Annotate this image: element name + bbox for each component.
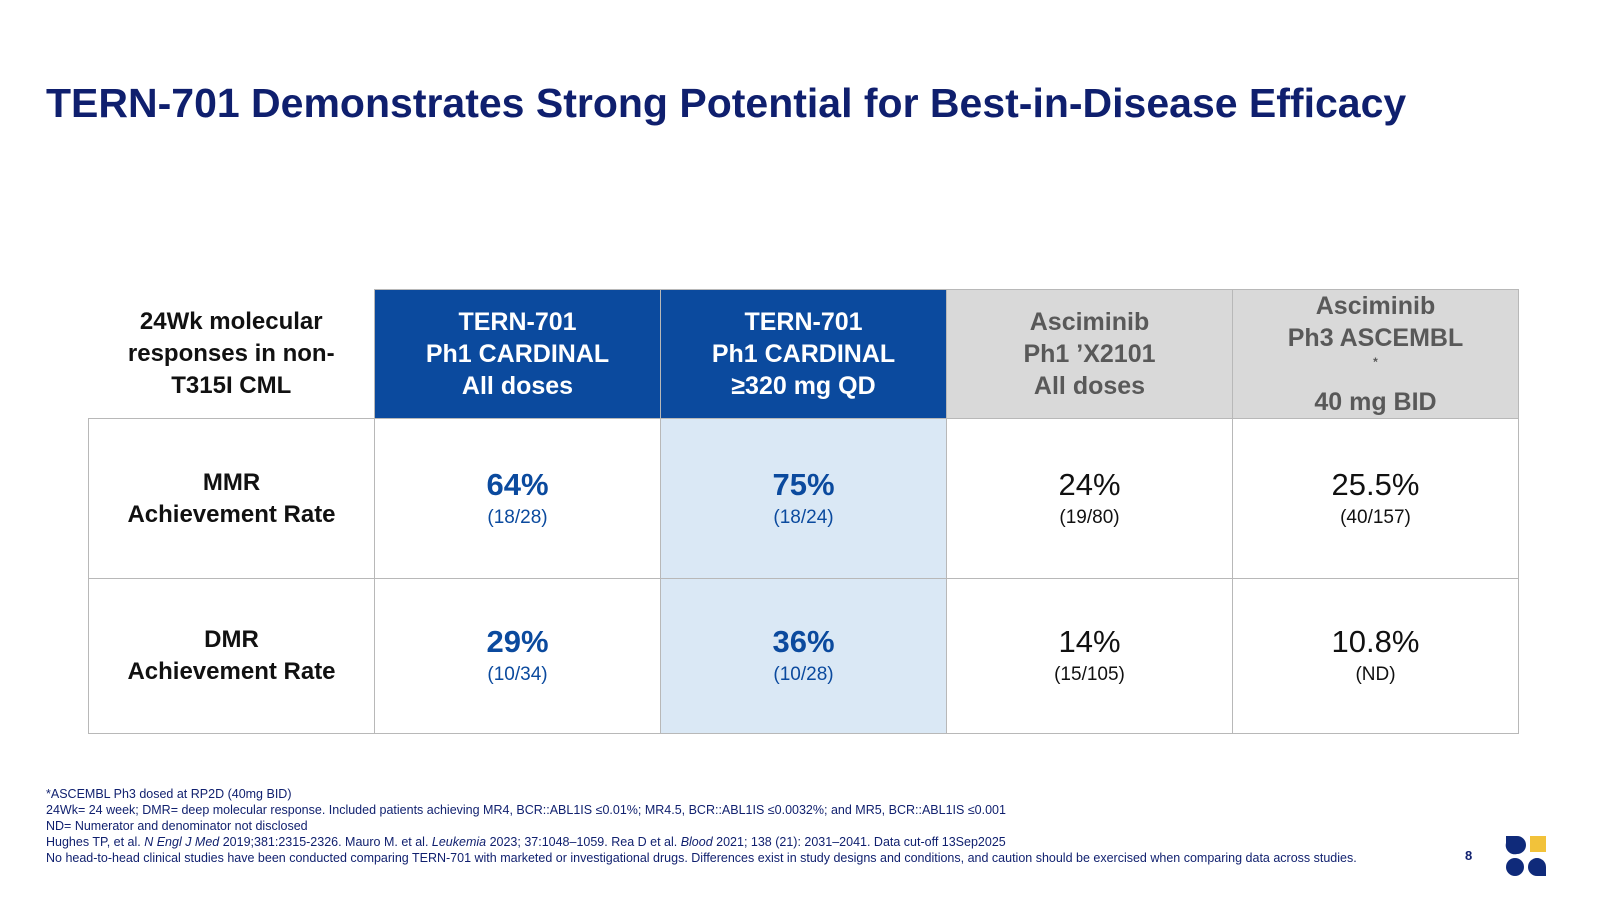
- reference-text: Hughes TP, et al.: [46, 835, 145, 849]
- table-header-row: 24Wk molecular responses in non- T315I C…: [89, 289, 1519, 419]
- table-cell: 29% (10/34): [374, 578, 661, 734]
- rate-fraction: (ND): [1355, 664, 1396, 685]
- rate-value: 10.8%: [1331, 624, 1420, 659]
- footnote-line: No head-to-head clinical studies have be…: [46, 851, 1357, 865]
- rate-value: 75%: [772, 466, 835, 502]
- rate-fraction: (18/24): [773, 506, 834, 528]
- company-logo-icon: [1505, 836, 1546, 876]
- reference-text: 2019;381:2315-2326. Mauro M. et al.: [219, 835, 432, 849]
- column-header-tern701-320mg: TERN-701 Ph1 CARDINAL ≥320 mg QD: [660, 289, 947, 419]
- corner-label-line: responses in non-: [127, 339, 335, 367]
- comparison-table: 24Wk molecular responses in non- T315I C…: [88, 289, 1519, 734]
- table-cell: 64% (18/28): [374, 418, 661, 579]
- column-header-line: All doses: [1033, 372, 1146, 400]
- column-header-asciminib-x2101: Asciminib Ph1 ’X2101 All doses: [946, 289, 1233, 419]
- table-corner-label: 24Wk molecular responses in non- T315I C…: [89, 290, 375, 419]
- row-label-line: Achievement Rate: [127, 500, 336, 528]
- table-cell: 14% (15/105): [946, 578, 1233, 734]
- rate-value: 24%: [1058, 466, 1121, 502]
- table-cell: 25.5% (40/157): [1232, 418, 1519, 579]
- table-cell-highlighted: 75% (18/24): [660, 418, 947, 579]
- row-label-line: Achievement Rate: [127, 658, 336, 685]
- column-header-line: Ph1 CARDINAL: [711, 340, 896, 368]
- rate-value: 25.5%: [1331, 466, 1420, 502]
- column-header-text: Asciminib: [1315, 292, 1436, 320]
- rate-value: 36%: [772, 624, 835, 659]
- footnote-line: ND= Numerator and denominator not disclo…: [46, 819, 308, 833]
- rate-fraction: (10/34): [487, 664, 548, 685]
- column-header-line: Ph1 CARDINAL: [425, 340, 610, 368]
- column-header-tern701-all-doses: TERN-701 Ph1 CARDINAL All doses: [374, 289, 661, 419]
- row-label-mmr: MMR Achievement Rate: [88, 418, 375, 579]
- table-cell: 24% (19/80): [946, 418, 1233, 579]
- page-number: 8: [1465, 848, 1473, 863]
- footnotes: *ASCEMBL Ph3 dosed at RP2D (40mg BID) 24…: [46, 786, 1357, 866]
- column-header-line: 40 mg BID: [1314, 388, 1437, 416]
- column-header-line: TERN-701: [458, 308, 577, 336]
- rate-fraction: (19/80): [1059, 506, 1120, 528]
- slide-title: TERN-701 Demonstrates Strong Potential f…: [46, 80, 1407, 126]
- reference-text: 2021; 138 (21): 2031–2041. Data cut-off …: [712, 835, 1006, 849]
- corner-label-line: 24Wk molecular: [139, 307, 323, 335]
- reference-text: 2023; 37:1048–1059. Rea D et al.: [486, 835, 681, 849]
- footnote-line: *ASCEMBL Ph3 dosed at RP2D (40mg BID): [46, 787, 292, 801]
- column-header-line: Ph1 ’X2101: [1023, 340, 1156, 368]
- rate-fraction: (15/105): [1054, 664, 1125, 685]
- journal-name: Blood: [680, 835, 713, 849]
- column-header-line: Ph3 ASCEMBL *: [1233, 322, 1518, 386]
- journal-name: Leukemia: [431, 835, 487, 849]
- footnote-marker: *: [1373, 355, 1378, 369]
- row-label-line: DMR: [204, 626, 259, 653]
- column-header-text: Ph3 ASCEMBL: [1287, 324, 1464, 352]
- footnote-line: 24Wk= 24 week; DMR= deep molecular respo…: [46, 803, 1006, 817]
- rate-value: 29%: [486, 624, 549, 659]
- table-row-dmr: DMR Achievement Rate 29% (10/34) 36% (10…: [88, 578, 1519, 734]
- rate-fraction: (10/28): [773, 664, 834, 685]
- column-header-asciminib-ascembl: Asciminib Ph3 ASCEMBL * 40 mg BID: [1232, 289, 1519, 419]
- column-header-line: Asciminib: [1029, 308, 1150, 336]
- column-header-line: TERN-701: [744, 308, 863, 336]
- rate-value: 14%: [1058, 624, 1121, 659]
- rate-fraction: (40/157): [1340, 506, 1411, 528]
- footnote-references: Hughes TP, et al. N Engl J Med 2019;381:…: [46, 834, 1357, 850]
- journal-name: N Engl J Med: [144, 835, 220, 849]
- table-row-mmr: MMR Achievement Rate 64% (18/28) 75% (18…: [88, 418, 1519, 579]
- table-cell-highlighted: 36% (10/28): [660, 578, 947, 734]
- column-header-line: ≥320 mg QD: [731, 372, 876, 400]
- row-label-line: MMR: [202, 468, 261, 496]
- table-cell: 10.8% (ND): [1232, 578, 1519, 734]
- rate-value: 64%: [486, 466, 549, 502]
- row-label-dmr: DMR Achievement Rate: [88, 578, 375, 734]
- column-header-line: Asciminib: [1233, 290, 1518, 322]
- rate-fraction: (18/28): [487, 506, 548, 528]
- corner-label-line: T315I CML: [171, 371, 292, 399]
- column-header-line: All doses: [461, 372, 574, 400]
